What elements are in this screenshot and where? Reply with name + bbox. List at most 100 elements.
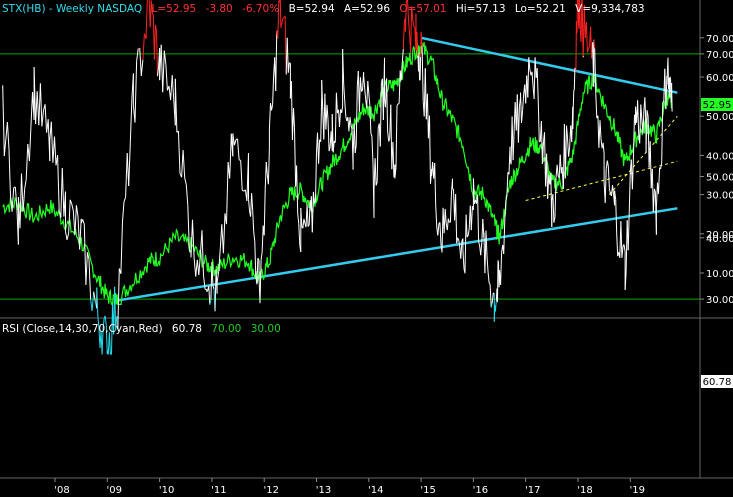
rsi-segment bbox=[394, 167, 397, 179]
rsi-segment bbox=[429, 115, 431, 184]
rsi-segment bbox=[82, 219, 85, 225]
rsi-segment bbox=[142, 33, 145, 60]
rsi-segment bbox=[386, 78, 389, 132]
rsi-segment bbox=[327, 119, 330, 152]
rsi-segment bbox=[209, 299, 212, 305]
rsi-segment bbox=[572, 106, 574, 130]
price-tick-label: 70.00 bbox=[706, 34, 733, 45]
rsi-segment bbox=[50, 121, 54, 163]
rsi-segment bbox=[490, 302, 493, 308]
rsi-segment bbox=[408, 19, 411, 35]
rsi-segment bbox=[279, 0, 282, 28]
rsi-segment bbox=[424, 68, 427, 120]
rsi-segment bbox=[566, 125, 568, 138]
rsi-segment bbox=[606, 160, 609, 167]
rsi-segment bbox=[447, 218, 450, 223]
rsi-value-badge-text: 60.78 bbox=[703, 377, 732, 388]
rsi-segment bbox=[248, 199, 251, 212]
rsi-value-badge bbox=[701, 375, 733, 388]
rsi-segment bbox=[374, 158, 377, 186]
time-tick-label: '18 bbox=[577, 485, 592, 496]
rsi-segment bbox=[534, 57, 537, 78]
price-tick-label: 20.00 bbox=[706, 230, 733, 241]
rsi-segment bbox=[253, 231, 256, 242]
rsi-segment bbox=[254, 241, 257, 277]
rsi-segment bbox=[529, 69, 532, 75]
rsi-segment bbox=[44, 104, 48, 133]
open: O=57.01 bbox=[399, 3, 446, 15]
rsi-segment bbox=[361, 89, 363, 92]
rsi-segment bbox=[136, 48, 139, 62]
rsi-segment bbox=[318, 139, 321, 164]
rsi-segment bbox=[578, 0, 580, 29]
rsi-segment bbox=[358, 77, 361, 112]
rsi-segment bbox=[586, 47, 589, 53]
rsi-segment bbox=[102, 317, 105, 329]
rsi-segment bbox=[651, 168, 654, 212]
rsi-segment bbox=[11, 187, 15, 212]
rsi-segment bbox=[54, 136, 57, 166]
rsi-segment bbox=[156, 30, 158, 77]
rsi-segment bbox=[568, 147, 571, 157]
rsi-segment bbox=[503, 219, 506, 255]
time-tick-label: '10 bbox=[159, 485, 174, 496]
rsi-segment bbox=[658, 167, 661, 194]
rsi-segment bbox=[342, 48, 345, 85]
rsi-tick-label: 50.00 bbox=[706, 173, 733, 184]
rsi-segment bbox=[252, 210, 255, 232]
rsi-segment bbox=[593, 39, 596, 49]
rsi-segment bbox=[307, 224, 310, 227]
rsi-segment bbox=[114, 286, 117, 331]
rsi-segment bbox=[3, 139, 7, 156]
time-tick-label: '12 bbox=[263, 485, 278, 496]
rsi-segment bbox=[537, 102, 540, 142]
rsi-segment bbox=[264, 161, 267, 190]
rsi-segment bbox=[615, 199, 618, 234]
rsi-segment bbox=[604, 168, 607, 203]
rsi-segment bbox=[359, 77, 362, 92]
rsi-segment bbox=[528, 57, 531, 70]
rsi-segment bbox=[117, 268, 120, 330]
rsi-segment bbox=[410, 6, 413, 53]
rsi-segment bbox=[402, 21, 405, 50]
rsi-segment bbox=[547, 175, 550, 199]
rsi-segment bbox=[500, 252, 503, 285]
rsi-segment bbox=[632, 114, 635, 159]
rsi-segment bbox=[203, 275, 206, 290]
rsi-segment bbox=[642, 110, 645, 134]
rsi-segment bbox=[371, 136, 374, 164]
rsi-segment bbox=[331, 114, 334, 153]
rsi-segment bbox=[464, 214, 467, 274]
rsi-segment bbox=[145, 0, 148, 40]
rsi-segment bbox=[616, 233, 619, 257]
rsi-segment bbox=[512, 128, 515, 161]
rsi-segment bbox=[328, 146, 331, 152]
bid: B=52.94 bbox=[289, 3, 335, 15]
rsi-segment bbox=[14, 186, 18, 207]
rsi-segment bbox=[286, 37, 289, 73]
rsi-segment bbox=[470, 206, 473, 231]
rsi-segment bbox=[653, 188, 656, 193]
rsi-segment bbox=[607, 166, 610, 189]
rsi-segment bbox=[163, 50, 167, 65]
rsi-segment bbox=[559, 154, 562, 174]
rsi-segment bbox=[660, 162, 663, 169]
rsi-segment bbox=[546, 153, 549, 199]
rsi-segment bbox=[446, 218, 449, 231]
rsi-segment bbox=[105, 325, 108, 355]
rsi-segment bbox=[128, 143, 131, 187]
rsi-segment bbox=[28, 127, 32, 162]
rsi-segment bbox=[536, 68, 539, 103]
rsi-segment bbox=[282, 16, 285, 19]
rsi-segment bbox=[585, 22, 588, 53]
rsi-segment bbox=[38, 83, 41, 126]
rsi-segment bbox=[104, 315, 107, 327]
time-tick-label: '08 bbox=[54, 485, 69, 496]
rsi-segment bbox=[341, 106, 344, 113]
rsi-segment bbox=[190, 219, 193, 258]
rsi-segment bbox=[97, 317, 100, 328]
rsi-segment bbox=[439, 222, 442, 246]
rsi-segment bbox=[655, 182, 658, 208]
rsi-segment bbox=[369, 104, 372, 134]
